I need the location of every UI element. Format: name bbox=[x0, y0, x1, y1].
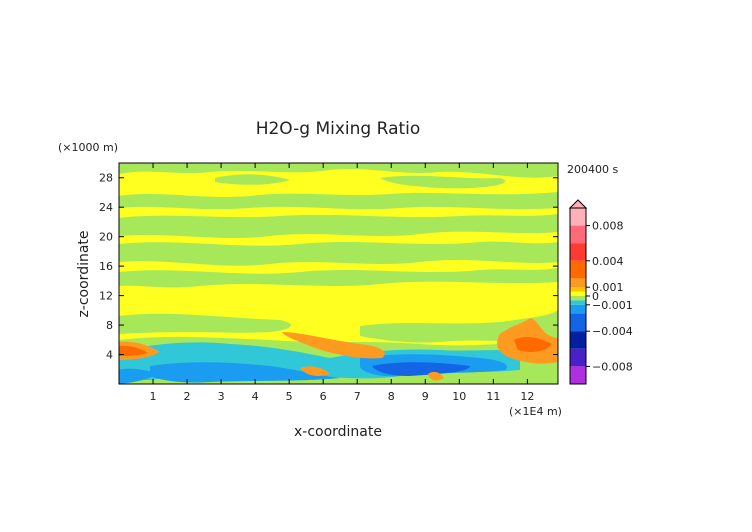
y-axis: 4 8 12 16 20 24 28 bbox=[99, 172, 558, 362]
colorbar-segment bbox=[570, 366, 586, 384]
heatmap-field bbox=[118, 162, 559, 385]
colorbar-segment bbox=[570, 225, 586, 244]
field-negative bbox=[150, 362, 340, 383]
field-band bbox=[215, 174, 290, 185]
x-tick-label: 3 bbox=[218, 390, 225, 403]
chart-title: H2O-g Mixing Ratio bbox=[256, 119, 421, 139]
y-tick-label: 28 bbox=[99, 172, 113, 185]
y-tick-label: 8 bbox=[106, 319, 113, 332]
field-negative bbox=[119, 368, 160, 384]
colorbar-segment bbox=[570, 243, 586, 261]
y-axis-title: z-coordinate bbox=[76, 230, 92, 317]
colorbar-segment bbox=[570, 278, 586, 288]
field-positive bbox=[282, 332, 385, 359]
x-tick-label: 12 bbox=[520, 390, 534, 403]
x-tick-label: 7 bbox=[354, 390, 361, 403]
colorbar-segment bbox=[570, 260, 586, 279]
x-tick-label: 8 bbox=[388, 390, 395, 403]
colorbar-segment bbox=[570, 313, 586, 332]
field-band bbox=[119, 313, 291, 334]
field-band bbox=[119, 214, 558, 238]
y-tick-label: 20 bbox=[99, 231, 113, 244]
field-positive bbox=[428, 371, 444, 381]
x-axis-title: x-coordinate bbox=[294, 424, 382, 440]
x-tick-label: 9 bbox=[422, 390, 429, 403]
colorbar-segment bbox=[570, 208, 586, 226]
y-tick-label: 12 bbox=[99, 290, 113, 303]
field-band bbox=[119, 192, 558, 210]
colorbar-tick-label: 0.008 bbox=[592, 220, 624, 233]
plot-frame bbox=[118, 162, 559, 385]
x-tick-label: 4 bbox=[252, 390, 259, 403]
x-tick-label: 10 bbox=[452, 390, 466, 403]
y-tick-label: 16 bbox=[99, 260, 113, 273]
x-unit-label: (×1E4 m) bbox=[509, 405, 562, 418]
field-band bbox=[119, 163, 558, 178]
field-positive bbox=[119, 345, 148, 356]
colorbar-tick-label: 0 bbox=[592, 290, 599, 303]
x-tick-label: 6 bbox=[320, 390, 327, 403]
colorbar-tick-label: −0.008 bbox=[592, 360, 633, 373]
x-tick-label: 2 bbox=[184, 390, 191, 403]
colorbar-segment bbox=[570, 348, 586, 367]
colorbar-extend-arrow bbox=[568, 199, 588, 209]
field-positive bbox=[300, 366, 330, 376]
colorbar-segment bbox=[570, 331, 586, 349]
field-positive bbox=[514, 337, 552, 352]
y-tick-label: 24 bbox=[99, 201, 113, 214]
colorbar-segment bbox=[570, 300, 586, 305]
colorbar-tick-label: −0.004 bbox=[592, 325, 633, 338]
colorbar-tick-label: 0.001 bbox=[592, 281, 624, 294]
colorbar-tick-label: −0.001 bbox=[592, 299, 633, 312]
x-tick-label: 5 bbox=[286, 390, 293, 403]
x-tick-label: 1 bbox=[150, 390, 157, 403]
colorbar-segment bbox=[570, 291, 586, 296]
field-band bbox=[119, 241, 558, 266]
time-label: 200400 s bbox=[567, 163, 618, 176]
colorbar-segment bbox=[570, 287, 586, 292]
x-tick-label: 11 bbox=[486, 390, 500, 403]
field-negative bbox=[372, 362, 470, 376]
field-band bbox=[119, 268, 558, 288]
field-band bbox=[380, 175, 506, 189]
x-axis: 1 2 3 4 5 6 7 8 9 10 11 12 bbox=[150, 163, 534, 403]
colorbar-tick-label: 0.004 bbox=[592, 255, 624, 268]
y-tick-label: 4 bbox=[106, 349, 113, 362]
colorbar-segment bbox=[570, 304, 586, 314]
colorbar-segment bbox=[570, 296, 586, 301]
y-unit-label: (×1000 m) bbox=[58, 141, 118, 154]
